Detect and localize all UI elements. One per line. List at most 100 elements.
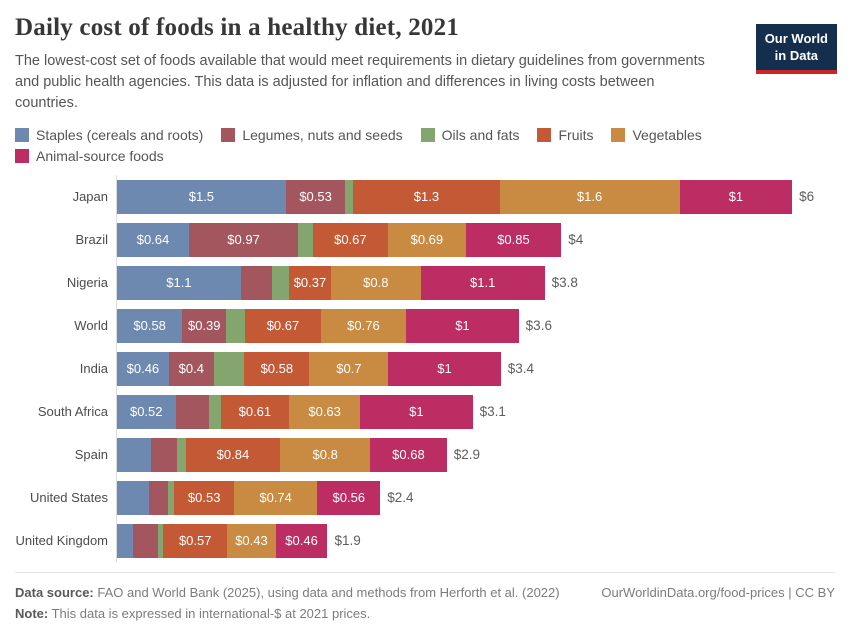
bar-segment[interactable] (157, 523, 164, 558)
bar-segment[interactable]: $0.85 (465, 222, 562, 257)
bar-segment[interactable] (117, 523, 133, 558)
footer-source-label: Data source: (15, 585, 94, 601)
segment-value-label: $0.8 (363, 275, 389, 291)
bar-segment[interactable]: $0.69 (388, 222, 466, 257)
bar-segment[interactable]: $1.5 (117, 179, 286, 214)
legend-item[interactable]: Vegetables (611, 127, 702, 143)
bar-segment[interactable] (148, 480, 168, 515)
bar-segment[interactable]: $0.67 (245, 308, 321, 343)
bar-segment[interactable]: $0.74 (233, 480, 318, 515)
bar-segment[interactable]: $0.67 (312, 222, 389, 257)
segment-value-label: $0.57 (178, 533, 212, 549)
bar-segment[interactable] (132, 523, 158, 558)
total-label: $6 (799, 189, 815, 205)
bar-segment[interactable]: $0.58 (244, 351, 310, 386)
segment-value-label: $0.63 (308, 404, 341, 420)
bar-segment[interactable]: $0.39 (182, 308, 227, 343)
legend-item[interactable]: Animal-source foods (15, 148, 164, 164)
bar-segment[interactable]: $0.97 (189, 222, 299, 257)
segment-value-label: $0.37 (293, 275, 327, 291)
segment-value-label: $1 (409, 404, 424, 420)
bar-segment[interactable]: $0.64 (117, 222, 189, 257)
chart: Japan $1.5 $0.53 $1.3 $1.6 $1 $6 Brazil $0.64 $0.… (15, 175, 835, 563)
bar-segment[interactable]: $0.7 (309, 351, 389, 386)
segment-value-label: $0.8 (312, 447, 338, 463)
segment-value-label: $1.3 (413, 189, 440, 205)
legend-swatch-icon (15, 149, 29, 164)
bar-segment[interactable]: $1.6 (499, 179, 680, 214)
bar-segment[interactable] (150, 437, 177, 472)
bar-segment[interactable]: $0.76 (320, 308, 407, 343)
bar-segment[interactable] (272, 265, 290, 300)
bar-segment[interactable] (117, 437, 151, 472)
bar-segment[interactable] (117, 480, 149, 515)
bar-segment[interactable]: $0.8 (330, 265, 421, 300)
total-label: $2.4 (387, 490, 414, 506)
segment-value-label: $0.84 (216, 447, 250, 463)
bar-segment[interactable] (213, 351, 245, 386)
bar-segment[interactable] (345, 179, 354, 214)
bar-segment[interactable] (176, 437, 186, 472)
bar-segment[interactable] (175, 394, 210, 429)
bar-segment[interactable]: $0.43 (227, 523, 276, 558)
legend-item[interactable]: Staples (cereals and roots) (15, 127, 203, 143)
bar-segment[interactable] (226, 308, 246, 343)
legend-swatch-icon (221, 128, 236, 143)
segment-value-label: $0.58 (260, 361, 294, 377)
legend-item[interactable]: Fruits (537, 127, 593, 143)
bar-segment[interactable]: $1 (406, 308, 519, 343)
segment-value-label: $1.5 (188, 189, 215, 205)
bar-area: $0.58 $0.39 $0.67 $0.76 $1 $3.6 (116, 304, 835, 348)
bar-segment[interactable]: $0.53 (285, 179, 346, 214)
bar-segment[interactable]: $0.4 (168, 351, 214, 386)
bar-segment[interactable]: $0.63 (289, 394, 361, 429)
legend-label: Animal-source foods (36, 148, 164, 165)
bar-area: $0.57 $0.43 $0.46 $1.9 (116, 519, 835, 563)
bar-segment[interactable]: $0.68 (370, 437, 447, 472)
bar-area: $0.52 $0.61 $0.63 $1 $3.1 (116, 390, 835, 434)
row-label: United States (29, 490, 108, 506)
bar-segment[interactable] (240, 265, 273, 300)
bar-segment[interactable]: $1.1 (117, 265, 241, 300)
bar-area: $1.5 $0.53 $1.3 $1.6 $1 $6 (116, 175, 835, 219)
bar-area: $1.1 $0.37 $0.8 $1.1 $3.8 (116, 261, 835, 305)
bar-segment[interactable]: $0.84 (185, 437, 281, 472)
bar-segment[interactable]: $0.56 (317, 480, 381, 515)
bar-segment[interactable]: $1 (388, 351, 501, 386)
segment-value-label: $0.61 (238, 404, 272, 420)
footer-left: Data source: FAO and World Bank (2025), … (15, 583, 560, 625)
segment-value-label: $0.85 (497, 232, 530, 248)
segment-value-label: $0.56 (332, 490, 366, 506)
row-label: World (74, 318, 108, 334)
bar-segment[interactable]: $0.58 (117, 308, 183, 343)
total-label: $1.9 (334, 533, 361, 549)
bar-segment[interactable] (167, 480, 175, 515)
bar-segment[interactable]: $0.57 (163, 523, 228, 558)
legend-label: Oils and fats (441, 127, 520, 144)
bar-segment[interactable]: $0.37 (289, 265, 331, 300)
segment-value-label: $0.97 (227, 232, 260, 248)
bar-segment[interactable]: $1 (360, 394, 473, 429)
legend-item[interactable]: Legumes, nuts and seeds (221, 127, 403, 144)
legend-label: Legumes, nuts and seeds (242, 127, 403, 144)
bar-segment[interactable]: $0.46 (275, 523, 328, 558)
bar-area: $0.53 $0.74 $0.56 $2.4 (116, 476, 835, 520)
bar-segment[interactable] (298, 222, 313, 257)
bar-segment[interactable]: $0.61 (220, 394, 290, 429)
chart-row: World $0.58 $0.39 $0.67 $0.76 $1 $3.6 (15, 304, 835, 348)
bar-segment[interactable]: $1 (679, 179, 793, 214)
bar-segment[interactable]: $0.8 (280, 437, 371, 472)
legend-swatch-icon (420, 128, 435, 143)
row-label: Nigeria (66, 275, 108, 291)
legend-label: Staples (cereals and roots) (36, 127, 204, 144)
bar-segment[interactable]: $0.46 (117, 351, 169, 386)
segment-value-label: $0.39 (187, 318, 221, 334)
bar-segment[interactable]: $1.3 (353, 179, 500, 214)
header: Daily cost of foods in a healthy diet, 2… (15, 14, 835, 114)
legend-item[interactable]: Oils and fats (420, 127, 520, 144)
bar-segment[interactable]: $0.52 (117, 394, 176, 429)
bar-segment[interactable]: $1.1 (420, 265, 545, 300)
bar-segment[interactable]: $0.53 (174, 480, 234, 515)
bar-segment[interactable] (209, 394, 221, 429)
total-label: $3.6 (525, 318, 552, 334)
